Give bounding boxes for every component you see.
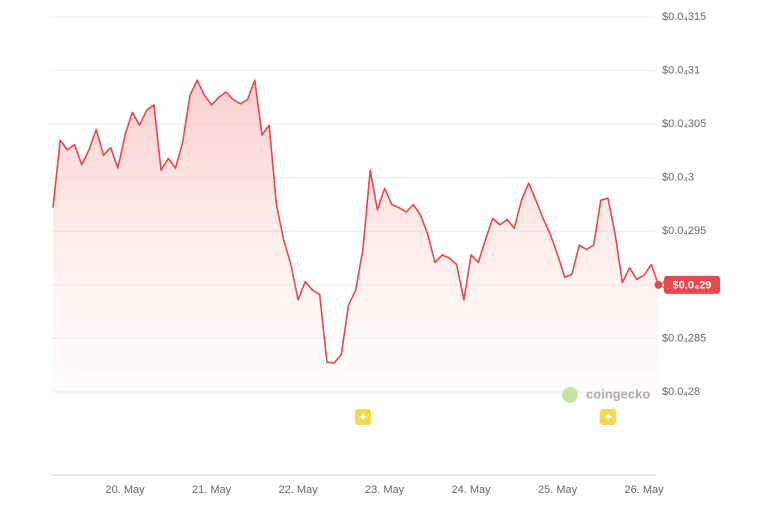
x-tick-label: 21. May — [192, 484, 232, 496]
last-point — [654, 280, 663, 289]
price-badge-label: $0.0₄29 — [673, 279, 712, 291]
x-tick-label: 26. May — [624, 484, 664, 496]
y-tick-label: $0.0₄285 — [662, 332, 706, 344]
x-tick-label: 20. May — [106, 484, 146, 496]
event-marker[interactable]: ✦ — [355, 409, 371, 425]
svg-text:✦: ✦ — [603, 410, 613, 424]
y-tick-label: $0.0₄295 — [662, 225, 706, 237]
x-tick-label: 25. May — [538, 484, 578, 496]
y-tick-label: $0.0₄3 — [662, 172, 694, 184]
x-tick-label: 23. May — [365, 484, 405, 496]
area — [53, 80, 659, 392]
y-tick-label: $0.0₄315 — [662, 11, 706, 23]
event-marker[interactable]: ✦ — [600, 409, 616, 425]
price-badge — [664, 275, 720, 294]
y-tick-label: $0.0₄31 — [662, 64, 700, 76]
svg-text:✦: ✦ — [358, 410, 368, 424]
y-tick-label: $0.0₄28 — [662, 386, 700, 398]
x-tick-label: 24. May — [451, 484, 491, 496]
price-line — [52, 79, 660, 364]
y-tick-label: $0.0₄305 — [662, 118, 706, 130]
x-tick-label: 22. May — [279, 484, 319, 496]
